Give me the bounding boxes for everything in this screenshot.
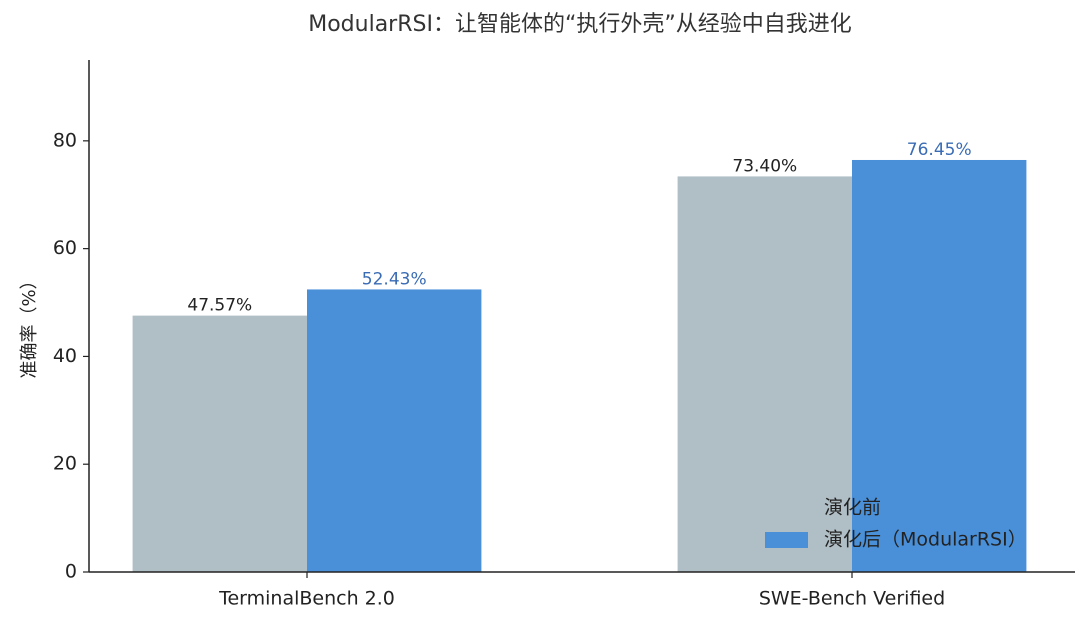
legend-label: 演化后（ModularRSI） [824, 529, 1027, 551]
y-tick-label: 80 [53, 129, 77, 151]
bar [852, 159, 1027, 572]
legend-swatch [765, 500, 808, 516]
legend-label: 演化前 [824, 497, 881, 519]
value-label: 76.45% [907, 140, 972, 160]
legend-swatch [765, 532, 808, 548]
bar [307, 289, 482, 572]
y-tick-label: 60 [53, 237, 77, 259]
bar [677, 176, 852, 572]
value-label: 52.43% [362, 269, 427, 289]
value-label: 47.57% [187, 296, 252, 316]
y-tick-label: 20 [53, 453, 77, 475]
chart-title: ModularRSI：让智能体的“执行外壳”从经验中自我进化 [308, 12, 852, 37]
y-tick-label: 40 [53, 345, 77, 367]
y-tick-label: 0 [65, 561, 77, 583]
bar [132, 315, 307, 572]
y-axis-label: 准确率（%） [19, 271, 40, 378]
x-tick-label: SWE-Bench Verified [759, 588, 945, 610]
value-label: 73.40% [732, 156, 797, 176]
x-tick-label: TerminalBench 2.0 [218, 588, 395, 610]
